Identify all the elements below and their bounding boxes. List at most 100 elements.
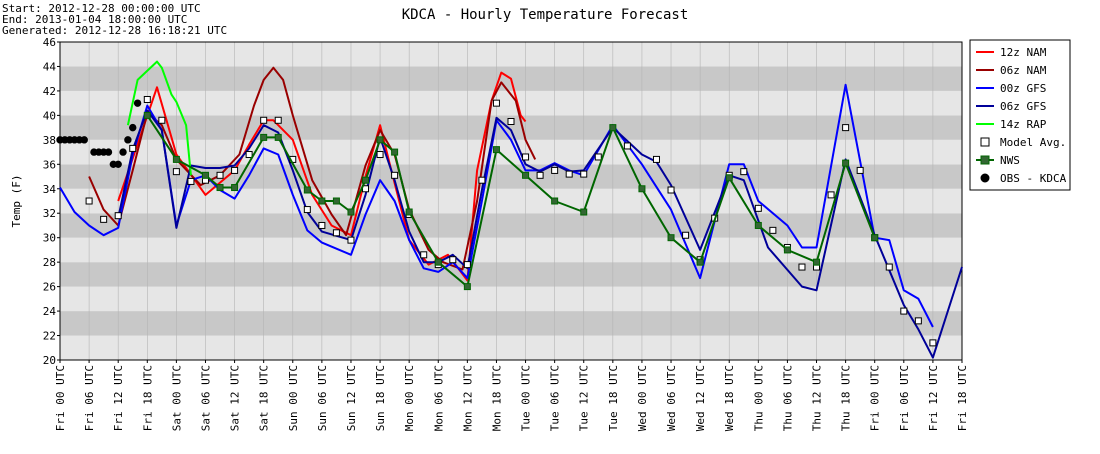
marker [929,339,937,347]
marker [245,151,253,159]
marker [347,208,355,216]
x-tick-label: Wed 00 UTC [636,365,649,431]
marker [522,153,530,161]
marker [478,176,486,184]
legend-swatch [980,137,990,147]
x-tick-label: Sat 12 UTC [229,365,242,431]
series-line [117,109,963,359]
marker [842,159,850,167]
marker [119,148,127,156]
marker [104,148,113,156]
marker [332,229,340,237]
marker [652,155,660,163]
marker [231,166,239,174]
marker [856,166,864,174]
x-tick-label: Mon 00 UTC [403,365,416,431]
marker [434,258,442,266]
marker [842,124,850,132]
y-tick-label: 22 [43,330,56,343]
marker [216,184,224,192]
marker [332,197,340,205]
x-tick-label: Tue 18 UTC [607,365,620,431]
x-tick-label: Sun 18 UTC [374,365,387,431]
x-tick-label: Sun 00 UTC [287,365,300,431]
legend-label: 14z RAP [1000,118,1047,131]
marker [347,236,355,244]
x-tick-label: Fri 06 UTC [898,365,911,431]
x-tick-label: Tue 06 UTC [549,365,562,431]
marker [129,144,137,152]
marker [172,155,180,163]
marker [274,116,282,124]
marker [696,258,704,266]
marker [124,136,132,144]
marker [376,151,384,159]
x-tick-label: Sat 00 UTC [170,365,183,431]
plot-band [60,139,962,165]
legend-label: NWS [1000,154,1020,167]
x-tick-label: Fri 18 UTC [141,365,154,431]
x-tick-label: Mon 12 UTC [461,365,474,431]
marker [133,99,142,107]
marker [143,95,151,103]
x-tick-label: Wed 12 UTC [694,365,707,431]
marker [754,221,762,229]
marker [274,133,282,141]
marker [827,191,835,199]
marker [492,99,500,107]
legend-label: Model Avg. [1000,136,1066,149]
marker [900,307,908,315]
marker [594,153,602,161]
marker [391,148,399,156]
marker [260,133,268,141]
legend-label: 00z GFS [1000,82,1046,95]
marker [463,261,471,269]
marker [507,118,515,125]
marker [522,171,530,179]
x-tick-label: Mon 06 UTC [432,365,445,431]
y-tick-label: 26 [43,281,56,294]
header-end: End: 2013-01-04 18:00:00 UTC [2,13,187,26]
marker [318,197,326,205]
marker [740,168,748,176]
x-tick-label: Fri 06 UTC [83,365,96,431]
marker [303,186,311,194]
plot-band [60,286,962,312]
header-start: Start: 2012-12-28 00:00:00 UTC [2,2,201,15]
x-tick-label: Wed 18 UTC [723,365,736,431]
chart-title: KDCA - Hourly Temperature Forecast [402,7,689,23]
marker [391,171,399,179]
plot-band [60,188,962,214]
x-tick-label: Thu 06 UTC [781,365,794,431]
marker [318,221,326,229]
x-tick-label: Wed 06 UTC [665,365,678,431]
y-tick-label: 20 [43,354,56,367]
x-tick-label: Fri 00 UTC [869,365,882,431]
series-line [126,60,192,176]
marker [798,263,806,271]
header-generated: Generated: 2012-12-28 16:18:21 UTC [2,24,227,37]
marker [623,142,631,150]
marker [80,136,88,144]
marker [580,208,588,216]
y-tick-label: 30 [43,232,56,245]
legend-label: OBS - KDCA [1000,172,1067,185]
marker [114,212,122,220]
marker [376,136,384,144]
plot-band [60,42,962,67]
y-tick-label: 46 [43,36,56,49]
marker [536,171,544,179]
marker [914,317,922,325]
x-tick-label: Sun 12 UTC [345,365,358,431]
plot-frame [59,41,963,361]
marker [682,231,690,239]
y-tick-label: 28 [43,256,56,269]
x-tick-label: Thu 00 UTC [752,365,765,431]
x-tick-label: Tue 00 UTC [520,365,533,431]
marker [667,186,675,194]
y-tick-label: 38 [43,134,56,147]
legend-swatch [980,173,990,183]
marker [420,251,428,259]
y-tick-label: 36 [43,158,56,171]
legend-label: 06z GFS [1000,100,1046,113]
